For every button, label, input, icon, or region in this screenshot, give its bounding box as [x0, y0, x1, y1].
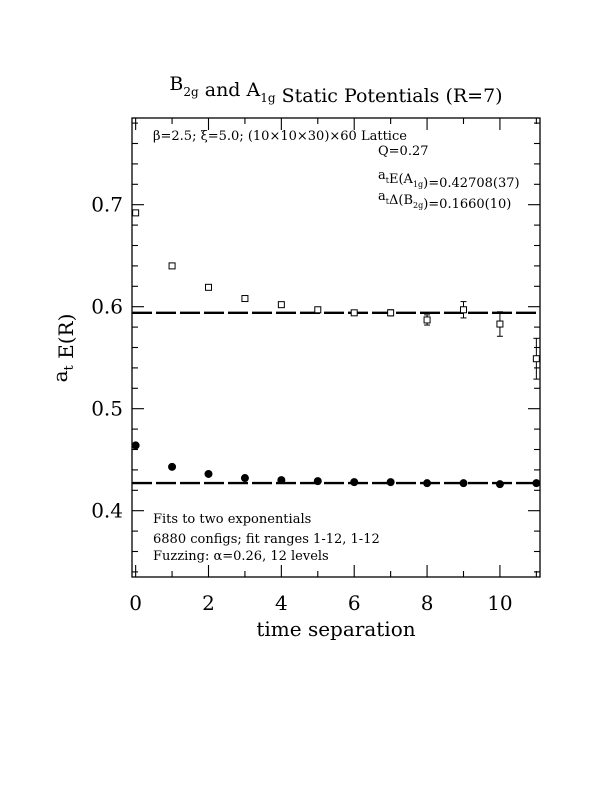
- data-point-circle: [386, 478, 395, 487]
- fit-note-2: 6880 configs; fit ranges 1-12, 1-12: [153, 532, 380, 547]
- data-point-circle: [459, 479, 468, 488]
- data-point-square: [205, 283, 212, 291]
- energy-annotation: atE(A1g)=0.42708(37): [378, 168, 520, 191]
- x-tick-label: 0: [129, 591, 142, 615]
- data-point-square: [132, 209, 140, 217]
- x-tick-label: 4: [275, 591, 288, 615]
- data-point-square: [532, 355, 540, 363]
- x-tick-label: 6: [348, 591, 361, 615]
- data-point-square: [423, 316, 431, 324]
- data-point-square: [460, 306, 467, 314]
- x-tick-label: 8: [421, 591, 434, 615]
- gap-annotation: atΔ(B2g)=0.1660(10): [378, 189, 511, 212]
- tick-marks: [132, 118, 540, 577]
- y-tick-label: 0.4: [91, 499, 123, 523]
- x-axis-label: time separation: [256, 617, 415, 641]
- data-point-circle: [495, 480, 504, 489]
- x-tick-label: 10: [487, 591, 512, 615]
- data-point-square: [168, 262, 176, 270]
- fit-note-3: Fuzzing: α=0.26, 12 levels: [153, 549, 329, 564]
- fit-lines: [132, 311, 540, 485]
- data-point-circle: [313, 477, 322, 486]
- data-point-square: [350, 309, 358, 317]
- data-point-circle: [277, 476, 286, 485]
- data-point-square: [314, 306, 322, 314]
- chart-title: B2g and A1g Static Potentials (R=7): [169, 73, 502, 107]
- data-point-square: [496, 320, 504, 328]
- data-point-circle: [423, 479, 432, 488]
- q-value-annotation: Q=0.27: [378, 144, 429, 159]
- data-point-circle: [204, 469, 213, 478]
- y-axis-label: at E(R): [48, 314, 78, 383]
- data-point-square: [387, 309, 395, 317]
- data-point-circle: [168, 462, 177, 471]
- data-point-circle: [240, 474, 249, 483]
- data-point-circle: [350, 478, 359, 487]
- y-tick-label: 0.7: [91, 193, 123, 217]
- data-point-circle: [131, 441, 140, 450]
- tick-labels: 0 2 4 6 8 10 0.4 0.5 0.6 0.7: [91, 193, 512, 615]
- data-point-square: [241, 295, 249, 303]
- x-tick-label: 2: [202, 591, 215, 615]
- data-points: [131, 209, 541, 489]
- fit-note-1: Fits to two exponentials: [153, 512, 311, 527]
- data-point-square: [277, 301, 285, 309]
- y-tick-label: 0.5: [91, 397, 123, 421]
- lattice-annotation: β=2.5; ξ=5.0; (10×10×30)×60 Lattice: [153, 129, 407, 144]
- y-tick-label: 0.6: [91, 295, 123, 319]
- data-point-circle: [532, 479, 541, 488]
